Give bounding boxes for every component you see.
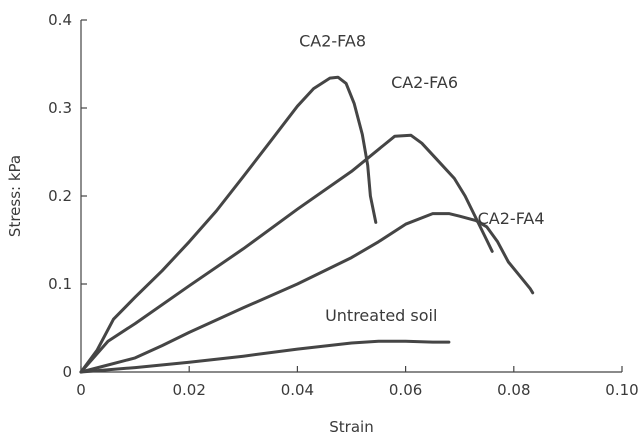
series-label-ca2-fa8: CA2-FA8: [299, 31, 366, 50]
x-tick-label: 0.02: [172, 381, 205, 399]
y-tick-label: 0.3: [48, 99, 72, 117]
x-tick-label: 0.08: [497, 381, 530, 399]
series-label-ca2-fa4: CA2-FA4: [478, 209, 545, 228]
x-tick-label: 0.04: [281, 381, 314, 399]
series-line-ca2-fa8: [79, 75, 378, 374]
x-tick-label: 0.06: [389, 381, 422, 399]
y-axis-title: Stress: kPa: [6, 155, 24, 237]
series-label-ca2-fa6: CA2-FA6: [391, 73, 458, 92]
y-tick-label: 0.4: [48, 11, 72, 29]
y-tick-label: 0.2: [48, 187, 72, 205]
series-label-untreated-soil: Untreated soil: [325, 306, 437, 325]
y-tick-label: 0.1: [48, 275, 72, 293]
x-ticks: 0 0.02 0.04 0.06 0.08 0.10: [76, 366, 639, 399]
series-line-ca2-fa6: [79, 133, 494, 374]
y-tick-label: 0: [62, 363, 72, 381]
series-lines: [79, 75, 535, 374]
series-line-ca2-fa4: [79, 212, 535, 374]
x-tick-label: 0: [76, 381, 86, 399]
series-labels: CA2-FA8 CA2-FA6 CA2-FA4 Untreated soil: [299, 31, 544, 325]
x-axis-title: Strain: [329, 418, 373, 436]
x-tick-label: 0.10: [605, 381, 638, 399]
series-line-untreated-soil: [79, 339, 451, 374]
y-ticks: 0 0.1 0.2 0.3 0.4: [48, 11, 87, 381]
